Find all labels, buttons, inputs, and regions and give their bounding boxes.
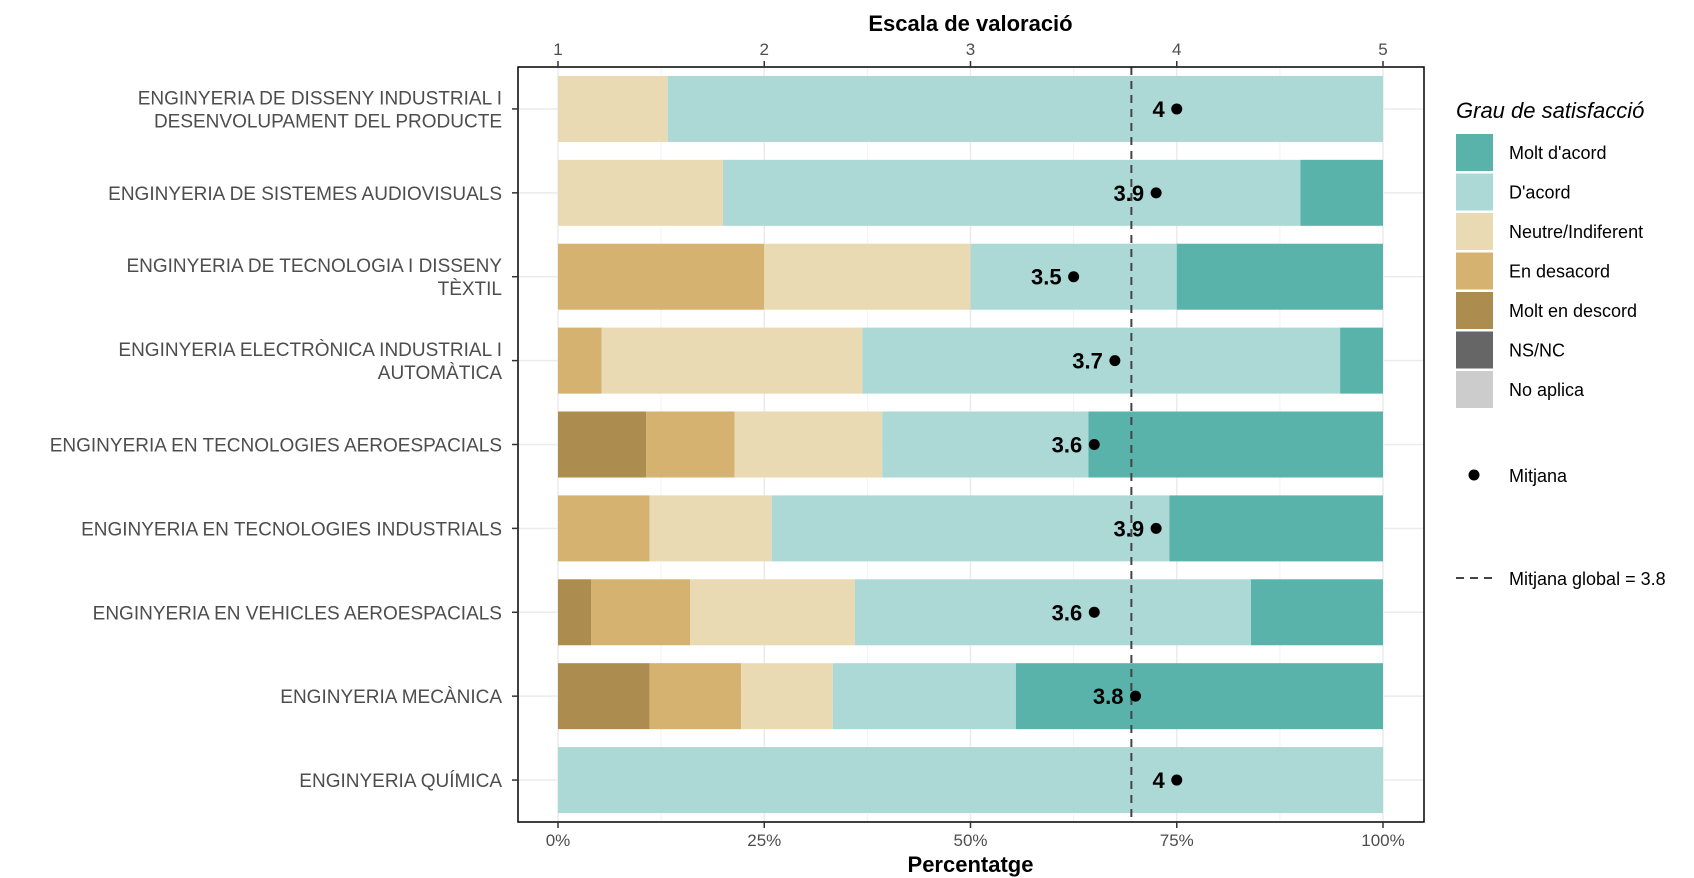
y-tick-label-4: ENGINYERIA ELECTRÒNICA INDUSTRIAL I AUTOM… [118,339,502,384]
bar-molt-en-descord-5 [558,411,647,478]
mean-label-7: 3.6 [1052,600,1083,625]
mean-label-8: 3.8 [1093,684,1124,709]
bar-molt-d-acord-6 [1169,495,1383,562]
bar-d-acord-4 [862,327,1341,394]
y-tick-label-3: ENGINYERIA DE TECNOLOGIA I DISSENY TÈXTIL [126,256,502,300]
mean-point-3 [1068,271,1080,283]
legend-label-molt-en-descord: Molt en descord [1509,301,1637,321]
mean-point-9 [1171,774,1183,786]
bar-d-acord-8 [832,663,1016,730]
bar-en-desacord-8 [649,663,742,730]
legend-key-molt-d-acord [1456,134,1493,171]
x-tick-label: 25% [747,831,781,850]
mean-markers: 4 3.9 3.5 3.7 3.6 3.9 3.6 3.8 4 [1031,97,1183,793]
bar-d-acord-5 [882,411,1089,478]
mean-label-3: 3.5 [1031,265,1062,290]
legend-global-mean-label: Mitjana global = 3.8 [1509,569,1666,589]
x-tick-label: 50% [953,831,987,850]
x2-axis-title: Escala de valoració [868,11,1072,36]
bar-molt-d-acord-4 [1340,327,1383,394]
legend-mean-label: Mitjana [1509,466,1568,486]
y-tick-label-6: ENGINYERIA EN TECNOLOGIES INDUSTRIALS [81,519,502,540]
bar-neutre-indiferent-1 [558,75,668,142]
mean-point-6 [1150,522,1162,534]
legend-key-en-desacord [1456,252,1493,290]
bar-molt-d-acord-3 [1176,243,1383,310]
bar-d-acord-2 [723,159,1301,226]
legend-label-en-desacord: En desacord [1509,262,1610,282]
legend-mean-key [1468,469,1480,481]
legend-key-ns-nc [1456,331,1493,369]
bar-molt-d-acord-8 [1015,663,1383,730]
mean-point-8 [1130,690,1141,702]
y-tick-label-8: ENGINYERIA MECÀNICA [280,687,502,708]
x-tick-label: 75% [1160,831,1194,850]
y-tick-label-2: ENGINYERIA DE SISTEMES AUDIOVISUALS [108,184,502,205]
bar-en-desacord-5 [646,411,735,478]
x-tick-label: 100% [1361,831,1404,850]
y-tick-label-7: ENGINYERIA EN VEHICLES AEROESPACIALS [93,603,502,624]
y-tick-label-1: ENGINYERIA DE DISSENY INDUSTRIAL I DESENV… [138,88,502,132]
bar-neutre-indiferent-2 [558,159,723,226]
legend-key-no-aplica [1456,371,1493,408]
x2-tick-label: 5 [1378,40,1387,59]
mean-label-1: 4 [1153,97,1166,122]
mean-point-5 [1088,439,1100,450]
bar-en-desacord-4 [558,327,602,394]
mean-label-9: 4 [1153,768,1166,793]
mean-point-2 [1150,187,1162,199]
bar-d-acord-7 [855,579,1251,646]
bar-molt-d-acord-2 [1300,159,1383,226]
legend-label-neutre-indiferent: Neutre/Indiferent [1509,222,1643,242]
bar-d-acord-1 [667,75,1383,142]
bar-neutre-indiferent-5 [734,411,883,478]
legend-key-molt-en-descord [1456,292,1493,329]
legend-key-neutre-indiferent [1456,213,1493,250]
legend-label-ns-nc: NS/NC [1509,341,1565,361]
mean-point-1 [1171,103,1183,115]
axes: 0% 25% 50% 75% 100% Percentatge 1 2 3 4 5 Escala de… [50,11,1405,877]
legend-label-molt-d-acord: Molt d'acord [1509,143,1606,163]
legend-label-no-aplica: No aplica [1509,380,1585,400]
mean-label-5: 3.6 [1052,433,1083,458]
x-axis-title: Percentatge [908,852,1034,877]
y-tick-label-5: ENGINYERIA EN TECNOLOGIES AEROESPACIALS [50,436,502,457]
x2-tick-label: 4 [1172,40,1181,59]
bar-molt-d-acord-5 [1088,411,1383,478]
x2-tick-label: 3 [966,40,975,59]
mean-point-4 [1109,355,1121,367]
x2-tick-label: 2 [760,40,769,59]
bar-neutre-indiferent-4 [601,327,863,394]
bar-neutre-indiferent-3 [764,243,971,310]
bar-molt-d-acord-7 [1251,579,1383,646]
bar-en-desacord-6 [558,495,650,562]
mean-label-6: 3.9 [1114,516,1145,541]
bar-molt-en-descord-8 [558,663,650,730]
bar-neutre-indiferent-6 [649,495,772,562]
mean-point-7 [1088,606,1100,618]
bar-en-desacord-3 [558,243,765,310]
bar-neutre-indiferent-8 [741,663,833,730]
y-tick-label-9: ENGINYERIA QUÍMICA [299,771,502,792]
x2-tick-label: 1 [553,40,562,59]
bars [558,75,1383,814]
legend: Grau de satisfacció Molt d'acord D'acord Ne… [1456,98,1666,589]
bar-molt-en-descord-7 [558,579,591,646]
mean-label-2: 3.9 [1114,181,1145,206]
legend-key-d-acord [1456,173,1493,211]
bar-d-acord-9 [558,747,1383,814]
bar-neutre-indiferent-7 [690,579,855,646]
mean-label-4: 3.7 [1072,349,1103,374]
legend-title: Grau de satisfacció [1456,98,1644,123]
legend-label-d-acord: D'acord [1509,183,1570,203]
x-tick-label: 0% [546,831,571,850]
bar-en-desacord-7 [591,579,690,646]
bar-d-acord-6 [771,495,1170,562]
